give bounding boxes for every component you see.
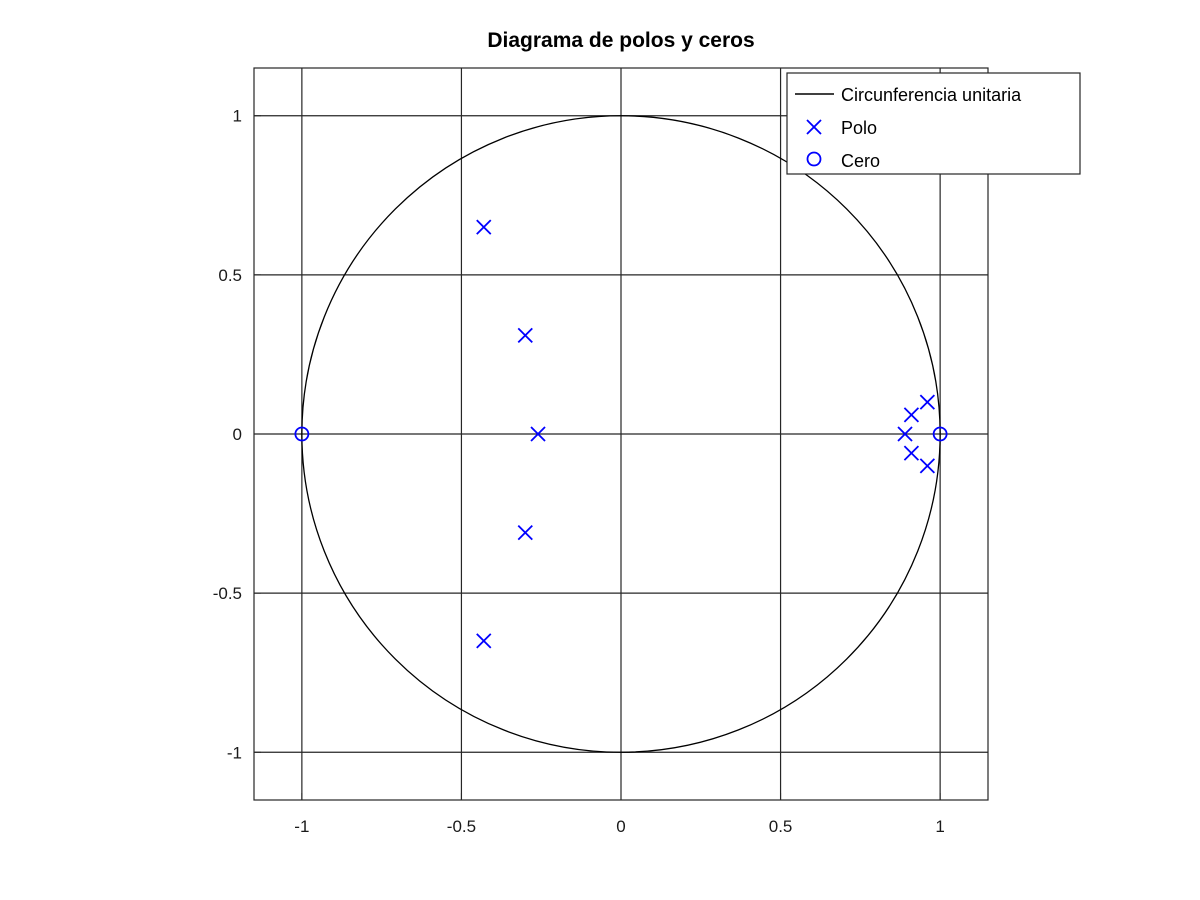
x-tick-label: 0.5 (769, 817, 793, 836)
pole-marker (919, 458, 936, 474)
pole-marker-stroke (919, 458, 936, 474)
pole-marker (476, 633, 492, 649)
pole-marker-stroke (517, 525, 533, 541)
legend-entry-label: Polo (841, 118, 877, 138)
unit-circle-line (301, 115, 941, 753)
pole-marker-stroke (530, 426, 546, 442)
x-tick-label: -0.5 (447, 817, 476, 836)
chart-title: Diagrama de polos y ceros (487, 29, 754, 52)
x-tick-label: 0 (616, 817, 625, 836)
pole-marker-stroke (897, 426, 913, 442)
pole-marker-stroke (476, 219, 492, 235)
pole-marker (903, 445, 920, 461)
zero-marker (294, 426, 310, 442)
pole-marker (530, 426, 546, 442)
pole-marker (517, 327, 533, 343)
zero-marker (932, 426, 948, 442)
pole-marker (897, 426, 913, 442)
pole-marker (517, 525, 533, 541)
pole-marker (903, 407, 920, 423)
y-tick-label: 1 (233, 107, 242, 126)
legend-entry-label: Cero (841, 151, 880, 171)
y-tick-label: 0.5 (218, 266, 242, 285)
pole-marker-stroke (517, 327, 533, 343)
legend: Circunferencia unitaria Polo Cero (786, 72, 1081, 175)
pole-marker-stroke (476, 633, 492, 649)
legend-o-swatch (806, 151, 822, 167)
x-tick-label: -1 (294, 817, 309, 836)
x-tick-label: 1 (935, 817, 944, 836)
legend-box (786, 72, 1081, 175)
legend-x-swatch (806, 119, 822, 135)
pole-marker-stroke (903, 407, 920, 423)
legend-entry-label: Circunferencia unitaria (841, 85, 1022, 105)
pole-marker (919, 394, 936, 410)
pole-marker-stroke (919, 394, 936, 410)
pole-marker-stroke (903, 445, 920, 461)
plot-area: -1 -0.5 0 0.5 1 -1 -0.5 0 0.5 1 (213, 67, 989, 836)
y-tick-label: -1 (227, 743, 242, 762)
y-tick-label: -0.5 (213, 584, 242, 603)
y-tick-label: 0 (233, 425, 242, 444)
pole-marker (476, 219, 492, 235)
